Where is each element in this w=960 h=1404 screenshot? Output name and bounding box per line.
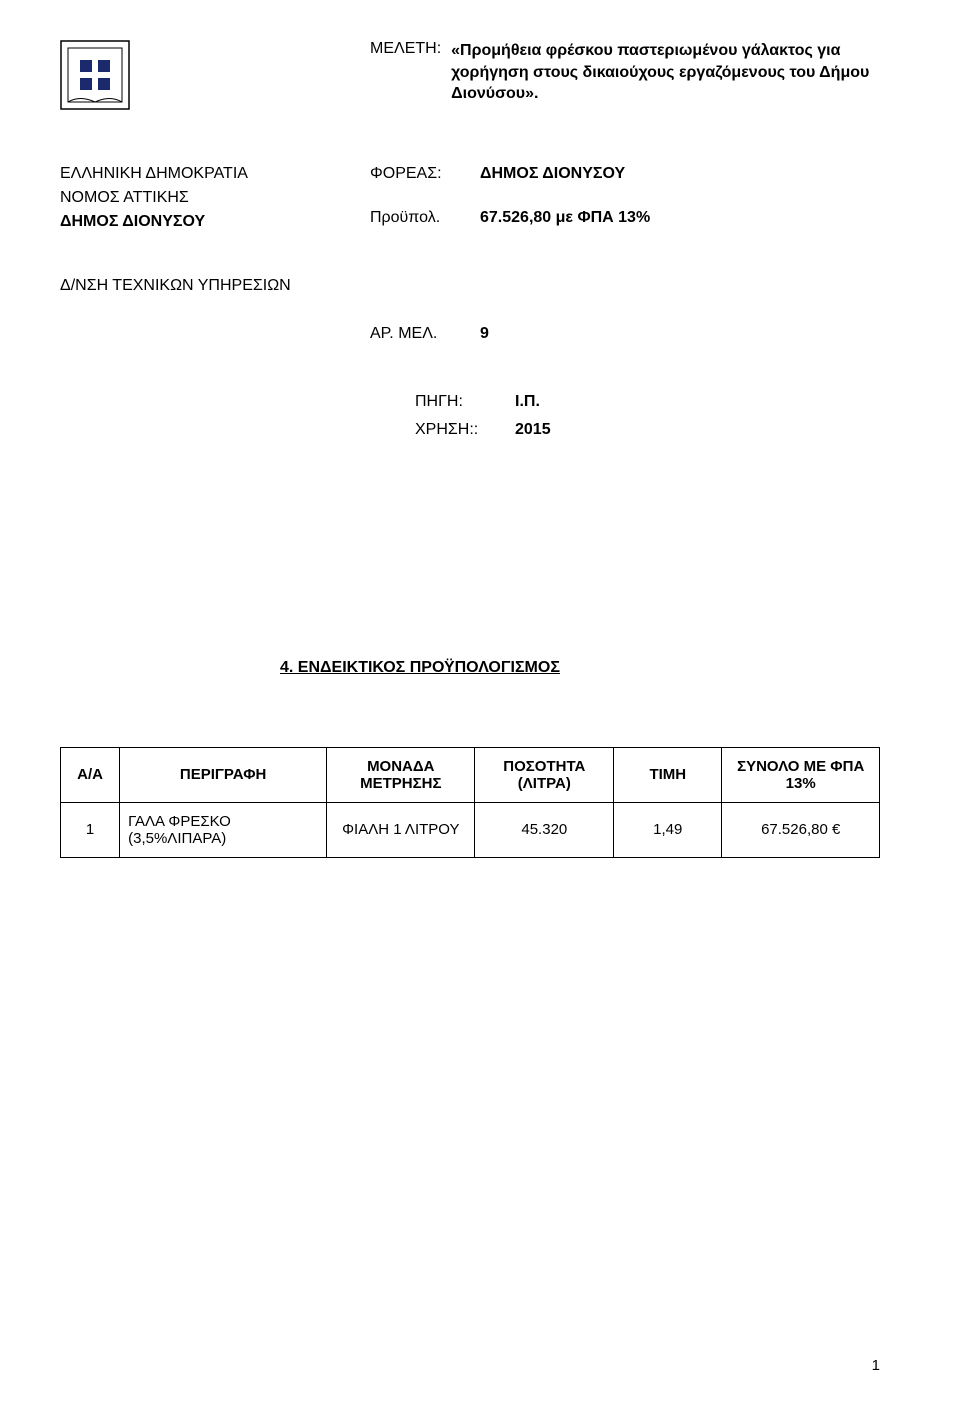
study-number-row: ΑΡ. ΜΕΛ. 9 bbox=[370, 325, 880, 343]
cell-unit: ΦΙΑΛΗ 1 ΛΙΤΡΟΥ bbox=[327, 802, 475, 857]
year-value: 2015 bbox=[515, 421, 551, 439]
cell-total: 67.526,80 € bbox=[722, 802, 880, 857]
study-header: ΜΕΛΕΤΗ: «Προμήθεια φρέσκου παστεριωμένου… bbox=[370, 40, 880, 105]
org-line-2: ΝΟΜΟΣ ΑΤΤΙΚΗΣ bbox=[60, 189, 370, 207]
study-label: ΜΕΛΕΤΗ: bbox=[370, 40, 451, 105]
cell-qty: 45.320 bbox=[475, 802, 614, 857]
org-line-3: ΔΗΜΟΣ ΔΙΟΝΥΣΟΥ bbox=[60, 213, 370, 231]
greek-emblem-icon bbox=[60, 40, 130, 110]
agency-value: ΔΗΜΟΣ ΔΙΟΝΥΣΟΥ bbox=[480, 165, 625, 183]
agency-label: ΦΟΡΕΑΣ: bbox=[370, 165, 480, 183]
table-row: 1 ΓΑΛΑ ΦΡΕΣΚΟ (3,5%ΛΙΠΑΡΑ) ΦΙΑΛΗ 1 ΛΙΤΡΟ… bbox=[61, 802, 880, 857]
budget-value: 67.526,80 με ΦΠΑ 13% bbox=[480, 209, 650, 227]
study-description: «Προμήθεια φρέσκου παστεριωμένου γάλακτο… bbox=[451, 40, 880, 105]
budget-table: Α/Α ΠΕΡΙΓΡΑΦΗ ΜΟΝΑΔΑ ΜΕΤΡΗΣΗΣ ΠΟΣΟΤΗΤΑ (… bbox=[60, 747, 880, 858]
section-title: 4. ΕΝΔΕΙΚΤΙΚΟΣ ΠΡΟΫΠΟΛΟΓΙΣΜΟΣ bbox=[280, 659, 880, 677]
budget-label: Προϋπολ. bbox=[370, 209, 480, 227]
org-agency-block: ΕΛΛΗΝΙΚΗ ΔΗΜΟΚΡΑΤΙΑ ΝΟΜΟΣ ΑΤΤΙΚΗΣ ΔΗΜΟΣ … bbox=[60, 165, 880, 237]
col-qty: ΠΟΣΟΤΗΤΑ (ΛΙΤΡΑ) bbox=[475, 747, 614, 802]
source-label: ΠΗΓΗ: bbox=[415, 393, 515, 411]
source-year-block: ΠΗΓΗ: Ι.Π. ΧΡΗΣΗ:: 2015 bbox=[415, 393, 880, 439]
cell-price: 1,49 bbox=[614, 802, 722, 857]
source-value: Ι.Π. bbox=[515, 393, 540, 411]
page: ΜΕΛΕΤΗ: «Προμήθεια φρέσκου παστεριωμένου… bbox=[0, 0, 960, 1404]
col-aa: Α/Α bbox=[61, 747, 120, 802]
cell-desc: ΓΑΛΑ ΦΡΕΣΚΟ (3,5%ΛΙΠΑΡΑ) bbox=[120, 802, 327, 857]
org-line-1: ΕΛΛΗΝΙΚΗ ΔΗΜΟΚΡΑΤΙΑ bbox=[60, 165, 370, 183]
technical-directorate: Δ/ΝΣΗ ΤΕΧΝΙΚΩΝ ΥΠΗΡΕΣΙΩΝ bbox=[60, 277, 880, 295]
study-number-value: 9 bbox=[480, 325, 489, 343]
col-desc: ΠΕΡΙΓΡΑΦΗ bbox=[120, 747, 327, 802]
col-price: ΤΙΜΗ bbox=[614, 747, 722, 802]
study-number-label: ΑΡ. ΜΕΛ. bbox=[370, 325, 480, 343]
page-number: 1 bbox=[872, 1357, 880, 1374]
col-total: ΣΥΝΟΛΟ ΜΕ ΦΠΑ 13% bbox=[722, 747, 880, 802]
table-header-row: Α/Α ΠΕΡΙΓΡΑΦΗ ΜΟΝΑΔΑ ΜΕΤΡΗΣΗΣ ΠΟΣΟΤΗΤΑ (… bbox=[61, 747, 880, 802]
cell-aa: 1 bbox=[61, 802, 120, 857]
col-unit: ΜΟΝΑΔΑ ΜΕΤΡΗΣΗΣ bbox=[327, 747, 475, 802]
year-label: ΧΡΗΣΗ:: bbox=[415, 421, 515, 439]
